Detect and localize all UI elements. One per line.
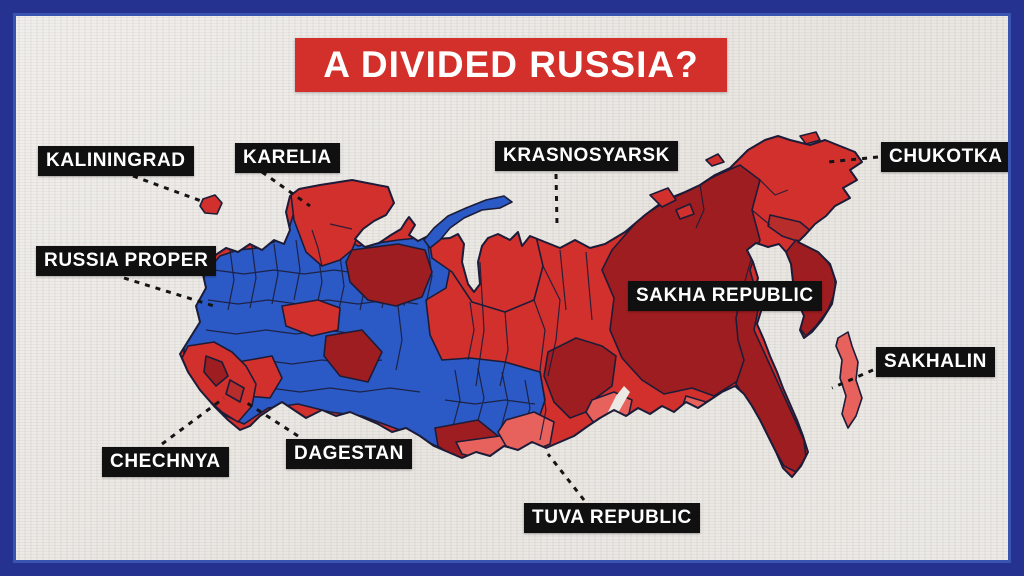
label-dagestan: DAGESTAN [286, 439, 413, 469]
label-sakha-republic: SAKHA REPUBLIC [628, 281, 822, 311]
connector-kaliningrad [132, 174, 205, 204]
label-russia-proper: RUSSIA PROPER [36, 246, 217, 276]
page-title: A DIVIDED RUSSIA? [323, 44, 699, 85]
connector-russia-proper [123, 276, 215, 308]
island-novaya-zemlya [423, 195, 513, 249]
russia-coastline [179, 135, 863, 478]
label-sakhalin: SAKHALIN [876, 347, 995, 377]
region-chechnya [203, 355, 229, 387]
island-severnaya-zemlya-2 [675, 203, 695, 220]
title-banner: A DIVIDED RUSSIA? [295, 38, 727, 92]
region-khabarovsk [735, 299, 807, 473]
connector-krasnosyarsk [554, 173, 559, 225]
label-tuva-republic: TUVA REPUBLIC [524, 503, 700, 533]
label-chechnya: CHECHNYA [102, 447, 229, 477]
label-kaliningrad: KALININGRAD [38, 146, 194, 176]
region-dagestan [225, 379, 245, 403]
label-krasnosyarsk: KRASNOSYARSK [495, 141, 678, 171]
connector-sakhalin [831, 368, 874, 390]
island-new-siberian [705, 153, 725, 167]
connector-tuva [546, 453, 586, 501]
label-karelia: KARELIA [235, 143, 340, 173]
region-kaliningrad [199, 194, 223, 215]
island-wrangel [799, 131, 821, 145]
region-komi [345, 243, 433, 307]
region-volga-republics [281, 299, 341, 337]
red-region-borders [395, 179, 789, 441]
island-severnaya-zemlya-1 [649, 187, 677, 208]
connector-chechnya [161, 396, 225, 446]
connector-chukotka [827, 155, 879, 164]
region-bashkortostan [323, 329, 383, 383]
label-chukotka: CHUKOTKA [881, 142, 1011, 172]
kola-karelia-border [311, 223, 353, 267]
